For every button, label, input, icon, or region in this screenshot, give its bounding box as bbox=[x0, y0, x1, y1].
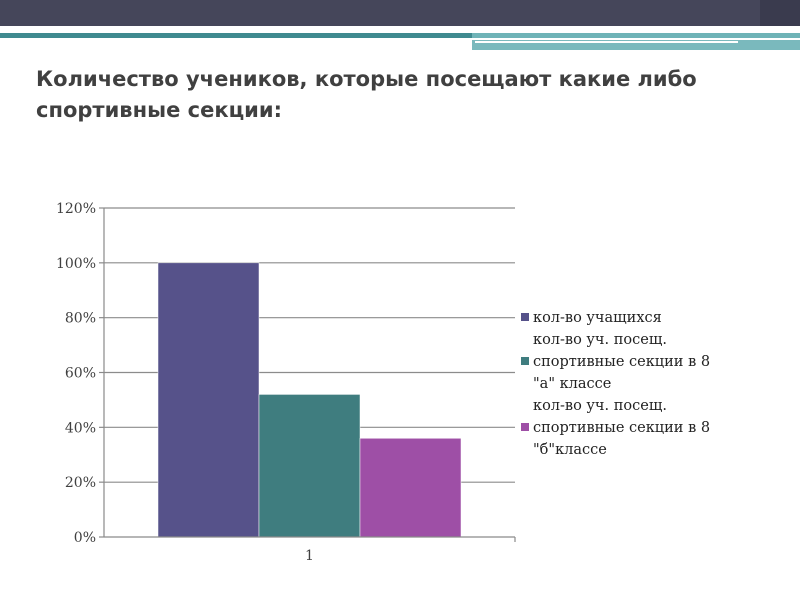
legend-label: спортивные секции в 8 bbox=[533, 354, 710, 370]
axes bbox=[103, 208, 515, 538]
legend-marker bbox=[521, 357, 529, 365]
legend-marker bbox=[521, 313, 529, 321]
legend-label: "а" классе bbox=[533, 376, 611, 392]
y-tick-label: 40% bbox=[65, 420, 96, 436]
header-accent-line bbox=[0, 33, 472, 38]
x-tick-label: 1 bbox=[305, 548, 314, 564]
bars bbox=[157, 262, 462, 538]
legend-label: спортивные секции в 8 bbox=[533, 420, 710, 436]
legend-label: "б"классе bbox=[533, 442, 607, 458]
legend-marker bbox=[521, 423, 529, 431]
y-tick-label: 60% bbox=[65, 366, 96, 382]
bar bbox=[258, 394, 361, 538]
top-bar bbox=[0, 0, 800, 26]
legend-label: кол-во уч. посещ. bbox=[533, 332, 667, 348]
bar bbox=[359, 438, 462, 538]
header-accent-line-right bbox=[472, 33, 800, 38]
top-bar-tint bbox=[760, 0, 800, 26]
legend-label: кол-во уч. посещ. bbox=[533, 398, 667, 414]
header-accent-highlight bbox=[475, 41, 738, 43]
y-tick-label: 20% bbox=[65, 475, 96, 491]
header-accent-block bbox=[472, 40, 800, 50]
bar bbox=[157, 262, 260, 538]
y-tick-label: 120% bbox=[56, 201, 96, 217]
y-tick-label: 100% bbox=[56, 256, 96, 272]
tick-labels: 0% 20% 40% 60% 80% 100% 120% 1 bbox=[56, 201, 314, 564]
y-tick-label: 0% bbox=[74, 530, 96, 546]
legend-label: кол-во учащихся bbox=[533, 310, 662, 326]
legend: кол-во учащихся кол-во уч. посещ. спортивн… bbox=[521, 310, 710, 458]
slide-title: Количество учеников, которые посещают ка… bbox=[36, 67, 697, 122]
y-tick-label: 80% bbox=[65, 311, 96, 327]
